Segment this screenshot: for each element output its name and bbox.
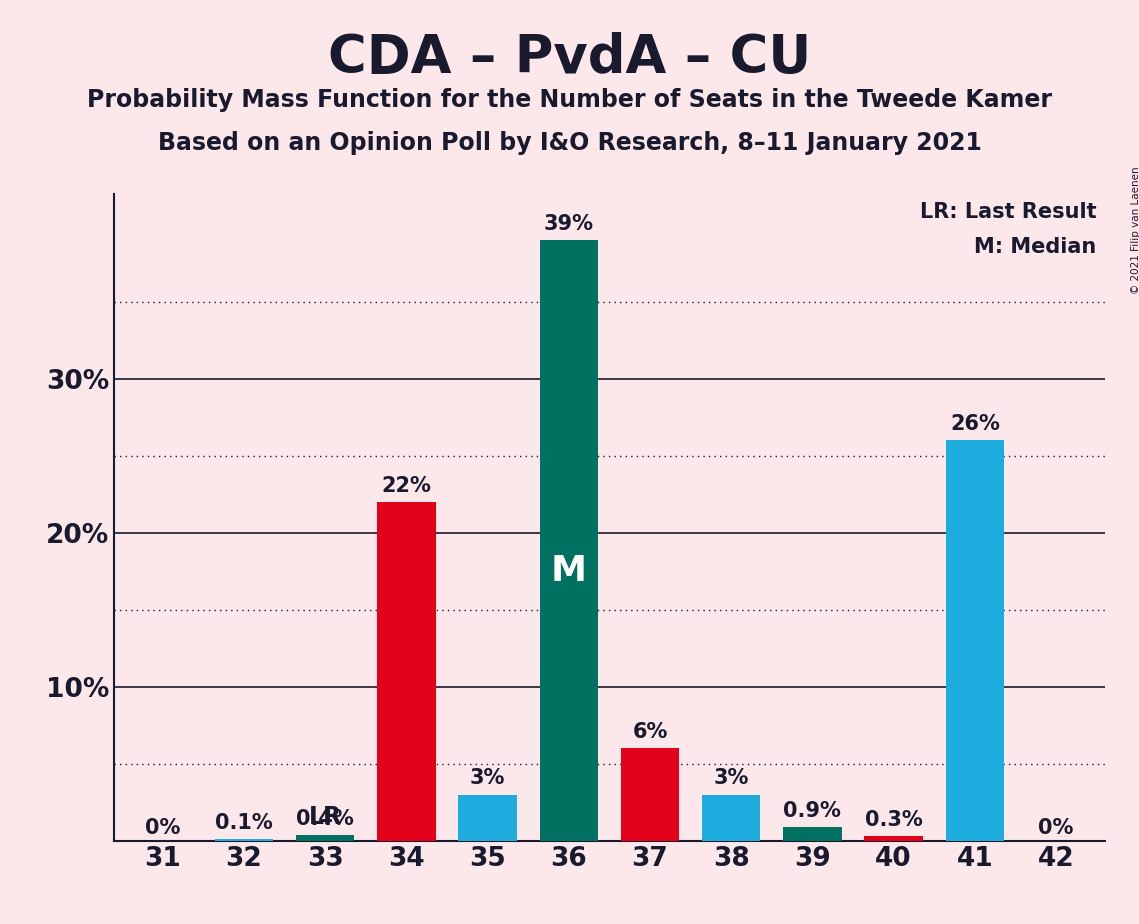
Text: Probability Mass Function for the Number of Seats in the Tweede Kamer: Probability Mass Function for the Number…: [87, 88, 1052, 112]
Text: M: Median: M: Median: [975, 237, 1097, 257]
Text: LR: Last Result: LR: Last Result: [920, 201, 1097, 222]
Text: 22%: 22%: [382, 476, 432, 496]
Bar: [540, 240, 598, 841]
Bar: [784, 827, 842, 841]
Text: LR: LR: [309, 805, 342, 829]
Bar: [621, 748, 679, 841]
Text: 0.4%: 0.4%: [296, 808, 354, 829]
Bar: [296, 834, 354, 841]
Bar: [377, 502, 435, 841]
Text: 0%: 0%: [145, 818, 180, 838]
Text: 0%: 0%: [1039, 818, 1074, 838]
Bar: [865, 836, 923, 841]
Bar: [458, 795, 517, 841]
Text: M: M: [551, 553, 587, 588]
Text: 6%: 6%: [632, 723, 667, 742]
Text: 3%: 3%: [470, 769, 506, 788]
Text: © 2021 Filip van Laenen: © 2021 Filip van Laenen: [1131, 166, 1139, 294]
Text: 0.1%: 0.1%: [215, 813, 272, 833]
Text: 0.9%: 0.9%: [784, 801, 842, 821]
Text: 39%: 39%: [543, 214, 593, 234]
Text: Based on an Opinion Poll by I&O Research, 8–11 January 2021: Based on an Opinion Poll by I&O Research…: [157, 131, 982, 155]
Text: 0.3%: 0.3%: [865, 810, 923, 830]
Bar: [945, 441, 1005, 841]
Bar: [702, 795, 761, 841]
Text: 26%: 26%: [950, 414, 1000, 434]
Bar: [214, 839, 273, 841]
Text: 3%: 3%: [713, 769, 748, 788]
Text: CDA – PvdA – CU: CDA – PvdA – CU: [328, 32, 811, 84]
